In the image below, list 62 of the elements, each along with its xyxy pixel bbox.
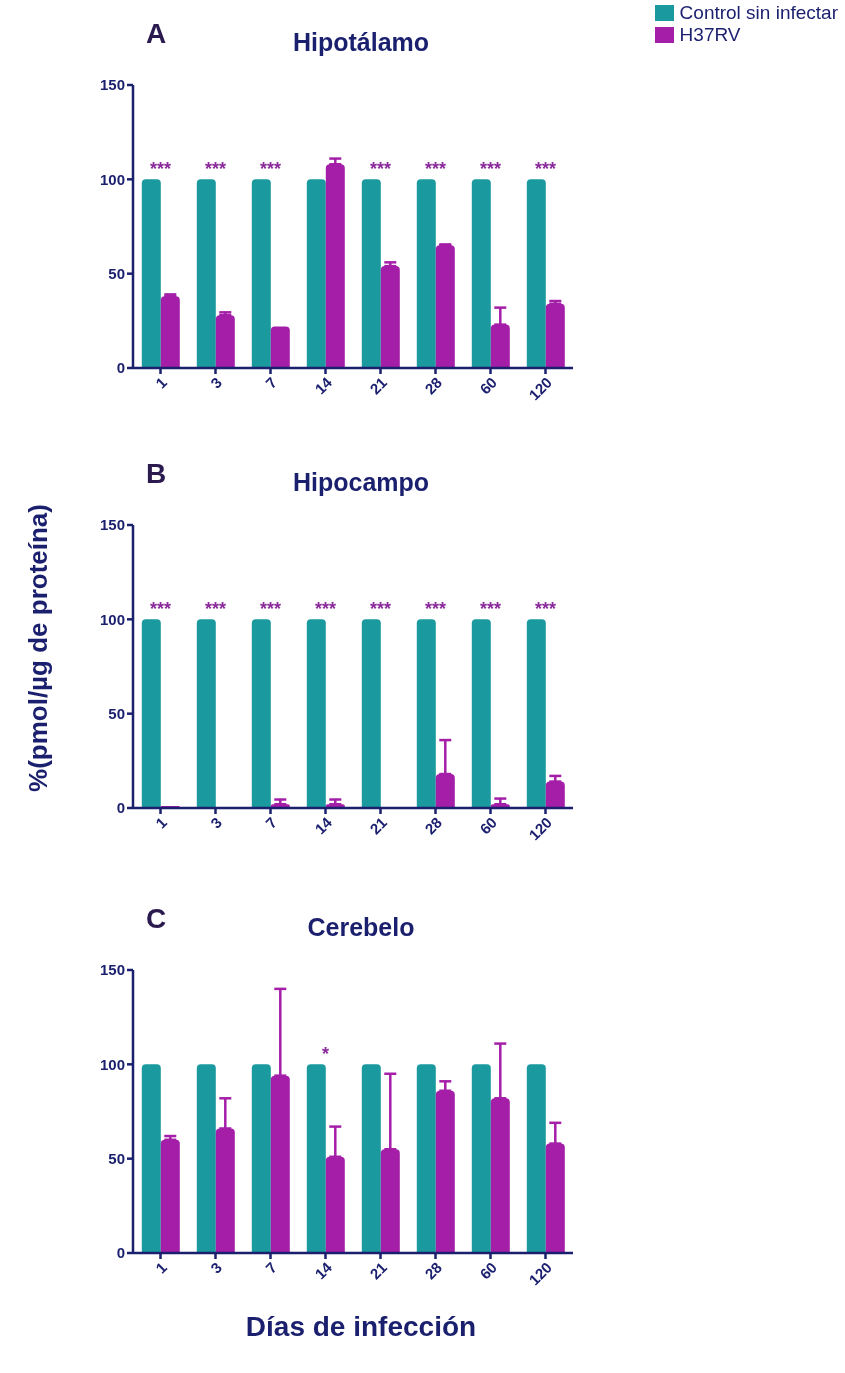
- x-tick-label: 28: [421, 1258, 446, 1283]
- annotation: ***: [534, 159, 557, 180]
- legend-label: H37RV: [679, 24, 741, 46]
- y-tick-label: 100: [99, 1055, 125, 1073]
- y-tick-label: 150: [99, 76, 125, 94]
- x-tick-label: 3: [207, 373, 226, 392]
- legend-label: Control sin infectar: [679, 2, 838, 24]
- annotation: ***: [424, 599, 447, 620]
- x-tick-label: 14: [311, 373, 336, 398]
- annotation: ***: [259, 599, 282, 620]
- text: C: [146, 903, 167, 935]
- annotation: ***: [479, 599, 502, 620]
- chart-title: Hipocampo: [292, 468, 430, 496]
- y-tick-label: 150: [99, 961, 125, 979]
- annotation: ***: [534, 599, 557, 620]
- x-tick-label: 14: [311, 1258, 336, 1283]
- x-tick-label: 28: [421, 813, 446, 838]
- y-tick-label: 50: [108, 704, 125, 722]
- x-tick-label: 60: [476, 373, 501, 398]
- y-tick-label: 50: [108, 264, 125, 282]
- annotation: ***: [369, 159, 392, 180]
- x-tick-label: 28: [421, 373, 446, 398]
- y-tick-label: 150: [99, 516, 125, 534]
- x-tick-label: 3: [207, 1258, 226, 1277]
- x-tick-label: 3: [207, 813, 226, 832]
- chart-title: Hipotálamo: [292, 28, 430, 56]
- y-tick-label: 0: [116, 1244, 125, 1262]
- x-tick-label: 120: [525, 813, 556, 844]
- x-tick-label: 7: [262, 373, 281, 392]
- annotation: ***: [424, 159, 447, 180]
- x-tick-label: 1: [152, 373, 171, 392]
- x-tick-label: 21: [366, 373, 391, 398]
- annotation: ***: [149, 599, 172, 620]
- annotation: ***: [149, 159, 172, 180]
- x-tick-label: 60: [476, 813, 501, 838]
- annotation: ***: [479, 159, 502, 180]
- text: B: [146, 458, 167, 490]
- x-tick-label: 60: [476, 1258, 501, 1283]
- annotation: ***: [314, 599, 337, 620]
- y-tick-label: 50: [108, 1149, 125, 1167]
- x-tick-label: 21: [366, 1258, 391, 1283]
- y-tick-label: 0: [116, 799, 125, 817]
- annotation: ***: [204, 159, 227, 180]
- x-axis-title: Días de infección: [244, 1311, 478, 1343]
- chart-title: Cerebelo: [307, 913, 415, 941]
- x-tick-label: 120: [525, 373, 556, 404]
- x-tick-label: 120: [525, 1258, 556, 1289]
- y-tick-label: 0: [116, 359, 125, 377]
- x-tick-label: 21: [366, 813, 391, 838]
- x-tick-label: 14: [311, 813, 336, 838]
- annotation: ***: [204, 599, 227, 620]
- x-tick-label: 7: [262, 813, 281, 832]
- y-tick-label: 100: [99, 170, 125, 188]
- y-axis-title: %(pmol/µg de proteína): [22, 504, 54, 792]
- x-tick-label: 1: [152, 813, 171, 832]
- x-tick-label: 1: [152, 1258, 171, 1277]
- text: A: [146, 18, 167, 50]
- annotation: ***: [369, 599, 392, 620]
- annotation: ***: [259, 159, 282, 180]
- annotation: *: [321, 1044, 330, 1065]
- y-tick-label: 100: [99, 610, 125, 628]
- x-tick-label: 7: [262, 1258, 281, 1277]
